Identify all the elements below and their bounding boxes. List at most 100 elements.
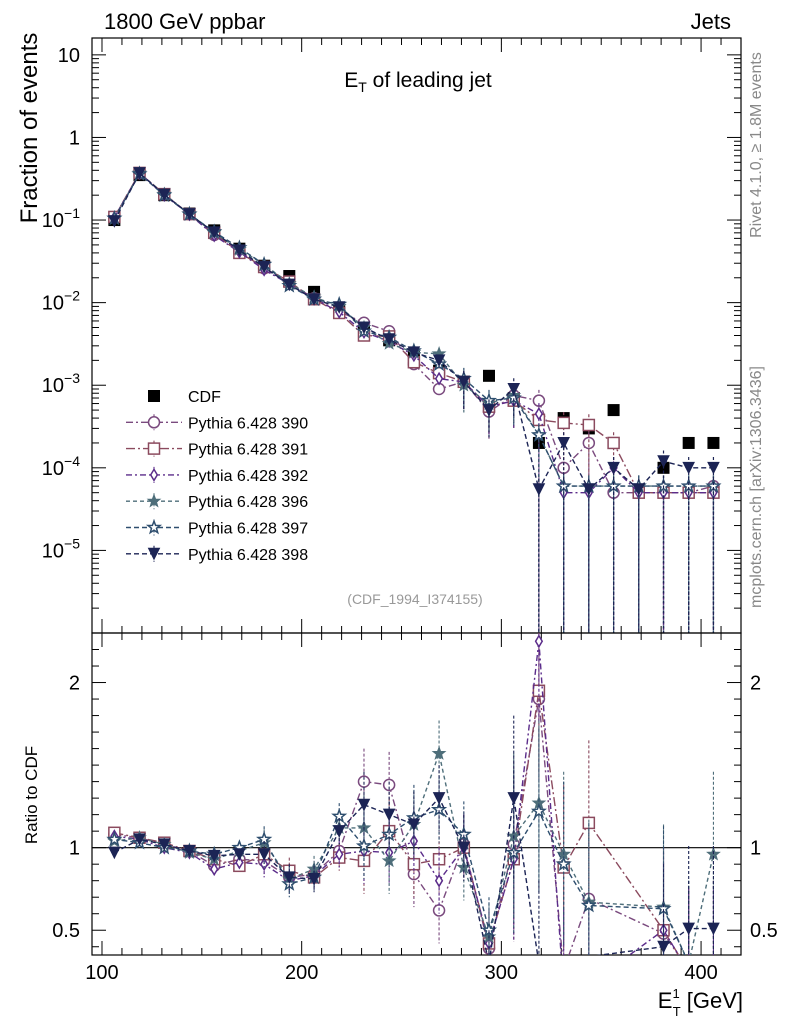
ratio-point [257,848,271,861]
ratio-plot-area: 0.5 0.5 1 1 2 2 100 200 300 400 [52,632,778,997]
legend-entry: Pythia 6.428 392 [126,466,308,485]
data-point [532,483,546,496]
legend-label: Pythia 6.428 390 [188,415,308,432]
data-point [233,244,246,257]
ratio-point [183,844,196,858]
chart-title-sub: T [358,79,367,95]
y-tick-label: 10 [58,45,80,67]
main-series-group [106,165,722,633]
data-point [557,416,570,430]
ratio-series-group [106,633,721,997]
ratio-point [233,848,246,861]
legend-label: CDF [188,389,221,406]
legend-entry: Pythia 6.428 397 [126,519,308,538]
data-point [382,333,396,346]
data-point [607,461,620,475]
ratio-point [106,830,123,847]
legend-label: Pythia 6.428 398 [188,547,308,564]
data-point [434,371,444,386]
data-point [133,167,146,180]
ratio-point [382,778,396,792]
data-point [632,483,646,496]
ratio-point [282,871,296,885]
data-point [682,436,695,449]
y-tick-label: 10−3 [42,370,80,397]
ratio-point [108,846,121,860]
ratio-point [657,940,670,954]
legend-entry: Pythia 6.428 398 [126,545,308,564]
data-point [207,226,221,239]
y-tick-label: 10−5 [42,535,80,562]
data-point [282,278,296,292]
legend-entry: Pythia 6.428 391 [126,440,308,459]
ratio-point [307,873,321,886]
data-point [157,188,171,202]
data-point [183,208,196,221]
data-point [682,461,695,475]
ratio-point [210,862,219,877]
data-point [108,215,121,228]
data-point [707,436,720,449]
data-point [607,436,620,450]
legend-marker [149,467,159,482]
chart-title-rest: of leading jet [367,69,492,92]
data-point [582,418,596,432]
legend-label: Pythia 6.428 392 [188,468,308,485]
ratio-point [457,841,471,855]
data-point [557,436,570,450]
ratio-y-tick-label: 2 [750,673,761,695]
legend-entry: Pythia 6.428 396 [126,493,308,511]
ratio-line [114,750,715,955]
side-mcplots: mcplots.cern.ch [arXiv:1306.3436] [748,366,765,608]
ratio-frame [91,632,742,956]
x-axis-label-rest: [GeV] [681,988,743,1013]
data-point [482,369,495,382]
ratio-series-3 [110,633,714,997]
ratio-point [355,837,373,853]
ratio-y-tick-label: 1 [750,838,761,860]
ratio-point [560,986,567,997]
y-axis-label: Fraction of events [16,33,43,224]
x-tick-label: 100 [85,962,118,984]
data-point [482,404,496,417]
ratio-point [507,792,521,805]
data-point [432,354,446,367]
header-right: Jets [691,9,731,34]
data-point [582,483,596,496]
main-plot-area: 10 1 10−1 10−2 10−3 10−4 10−5 [42,37,742,634]
ratio-point [407,818,421,832]
ratio-point [335,847,344,862]
ratio-point [207,849,221,863]
ratio-point [530,802,547,819]
legend-marker [147,547,161,561]
legend-marker [145,519,163,535]
data-point [357,321,371,335]
ratio-line [114,698,680,955]
ratio-point [157,838,171,851]
legend-entry: Pythia 6.428 390 [126,414,308,432]
ratio-point [707,922,720,936]
ratio-y-tick-label: 1 [69,838,80,860]
data-point [507,383,521,396]
y-tick-label: 10−2 [42,288,80,315]
ratio-point [580,896,597,913]
ratio-y-axis-label: Ratio to CDF [22,746,41,844]
ratio-point [682,922,695,936]
data-point [582,436,596,450]
chart-title: ET of leading jet [344,69,492,95]
x-tick-label: 400 [684,962,717,984]
ratio-point [432,792,446,805]
ratio-point [382,808,396,822]
ratio-series-6 [108,715,720,955]
ratio-point [259,857,269,872]
x-tick-label: 200 [285,962,318,984]
legend-marker [148,390,160,402]
legend-marker [147,442,161,455]
ratio-y-tick-label: 0.5 [52,920,80,942]
data-point [307,293,321,306]
ratio-y-tick-label: 2 [69,673,80,695]
x-axis-label: E1 T [GeV] [658,986,743,1019]
data-point [332,301,346,314]
x-axis-label-sub: T [673,1004,681,1019]
